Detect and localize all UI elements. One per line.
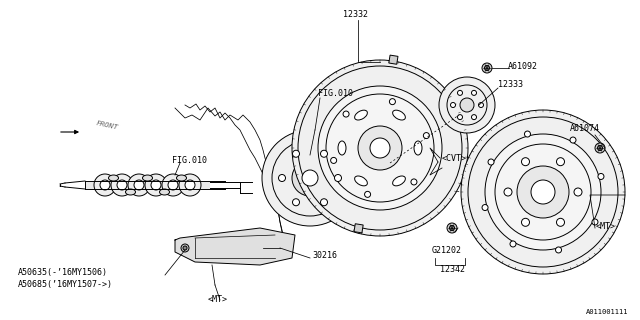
Circle shape	[318, 86, 442, 210]
Circle shape	[574, 188, 582, 196]
Circle shape	[458, 115, 463, 120]
Circle shape	[302, 170, 318, 186]
Circle shape	[570, 137, 576, 143]
Circle shape	[292, 160, 328, 196]
Text: G21202: G21202	[432, 245, 462, 254]
Circle shape	[531, 180, 555, 204]
Circle shape	[557, 218, 564, 226]
Text: 30216: 30216	[312, 252, 337, 260]
Circle shape	[179, 174, 201, 196]
Circle shape	[117, 180, 127, 190]
Circle shape	[335, 174, 342, 181]
Circle shape	[321, 199, 328, 206]
Circle shape	[168, 180, 178, 190]
Text: 12333: 12333	[498, 79, 523, 89]
Circle shape	[94, 174, 116, 196]
Circle shape	[411, 179, 417, 185]
Circle shape	[100, 180, 110, 190]
Circle shape	[111, 174, 133, 196]
Circle shape	[482, 204, 488, 211]
Text: A61092: A61092	[508, 61, 538, 70]
Circle shape	[321, 150, 328, 157]
Circle shape	[556, 247, 561, 253]
Circle shape	[278, 174, 285, 181]
Circle shape	[504, 188, 512, 196]
Circle shape	[485, 134, 601, 250]
Ellipse shape	[355, 176, 367, 186]
Circle shape	[488, 159, 494, 165]
Circle shape	[510, 241, 516, 247]
Circle shape	[522, 158, 529, 166]
Circle shape	[128, 174, 150, 196]
Ellipse shape	[177, 175, 186, 181]
Circle shape	[134, 180, 144, 190]
Text: 12342: 12342	[440, 266, 465, 275]
Ellipse shape	[125, 189, 136, 195]
Text: <CVT>: <CVT>	[442, 154, 467, 163]
Circle shape	[183, 246, 187, 250]
Circle shape	[365, 191, 371, 197]
Circle shape	[439, 77, 495, 133]
Circle shape	[479, 102, 483, 108]
Circle shape	[292, 150, 300, 157]
Polygon shape	[85, 181, 210, 189]
Circle shape	[262, 130, 358, 226]
Ellipse shape	[159, 189, 170, 195]
Text: <MT>: <MT>	[596, 221, 616, 230]
Circle shape	[358, 126, 402, 170]
Circle shape	[292, 60, 468, 236]
Circle shape	[472, 90, 477, 95]
Circle shape	[162, 174, 184, 196]
Circle shape	[181, 244, 189, 252]
Ellipse shape	[109, 175, 118, 181]
Ellipse shape	[392, 110, 405, 120]
Circle shape	[292, 199, 300, 206]
Circle shape	[472, 115, 477, 120]
Circle shape	[524, 131, 531, 137]
Circle shape	[424, 132, 429, 139]
Text: A50685(’16MY1507->): A50685(’16MY1507->)	[18, 279, 113, 289]
Text: <MT>: <MT>	[208, 295, 228, 305]
Ellipse shape	[355, 110, 367, 120]
Ellipse shape	[143, 175, 152, 181]
Ellipse shape	[392, 176, 405, 186]
Circle shape	[484, 66, 490, 70]
Circle shape	[557, 158, 564, 166]
Circle shape	[331, 157, 337, 164]
Bar	[354, 224, 363, 233]
Text: A61074: A61074	[570, 124, 600, 132]
Text: FIG.010: FIG.010	[318, 89, 353, 98]
Circle shape	[389, 99, 396, 105]
Text: A50635(-’16MY1506): A50635(-’16MY1506)	[18, 268, 108, 276]
Circle shape	[451, 102, 456, 108]
Circle shape	[517, 166, 569, 218]
Circle shape	[185, 180, 195, 190]
Circle shape	[460, 98, 474, 112]
Circle shape	[343, 111, 349, 117]
Circle shape	[449, 226, 454, 230]
Circle shape	[598, 146, 602, 150]
Polygon shape	[175, 228, 295, 265]
Bar	[389, 55, 398, 64]
Circle shape	[458, 90, 463, 95]
Circle shape	[592, 219, 598, 225]
Text: FIG.010: FIG.010	[172, 156, 207, 164]
Circle shape	[447, 223, 457, 233]
Ellipse shape	[338, 141, 346, 155]
Circle shape	[598, 173, 604, 180]
Circle shape	[370, 138, 390, 158]
Circle shape	[461, 110, 625, 274]
Text: FRONT: FRONT	[95, 120, 118, 130]
Circle shape	[482, 63, 492, 73]
Text: 12332: 12332	[342, 10, 367, 19]
Circle shape	[145, 174, 167, 196]
Ellipse shape	[414, 141, 422, 155]
Text: A011001111: A011001111	[586, 309, 628, 315]
Circle shape	[522, 218, 529, 226]
Circle shape	[151, 180, 161, 190]
Circle shape	[595, 143, 605, 153]
